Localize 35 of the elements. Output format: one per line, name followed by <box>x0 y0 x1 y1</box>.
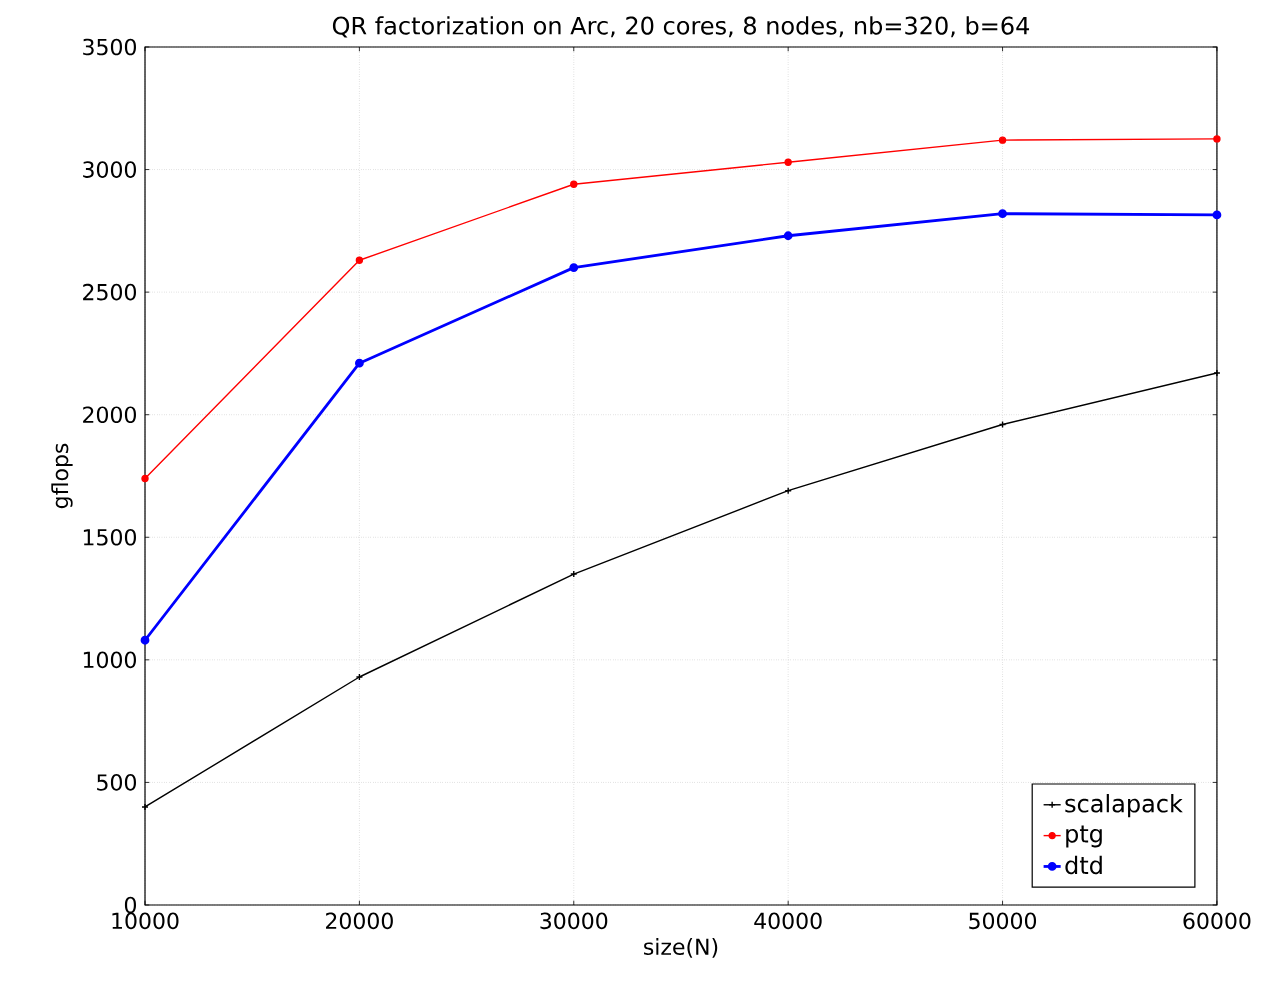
point <box>998 209 1007 219</box>
legend-label: scalapack <box>1065 794 1183 818</box>
x-axis-title: size(N) <box>644 938 718 958</box>
x-tick-label: 10000 <box>112 912 179 930</box>
point <box>783 231 793 241</box>
y-tick-label: 0 <box>124 896 137 914</box>
legend-label: dtd <box>1065 855 1102 875</box>
y-tick-label: 500 <box>97 774 136 791</box>
y-tick-label: 2000 <box>83 406 136 424</box>
y-tick-label: 3500 <box>83 38 136 56</box>
legend-label: ptg <box>1066 825 1102 848</box>
y-tick-label: 1500 <box>83 528 136 546</box>
point <box>570 570 578 578</box>
point <box>1213 135 1221 143</box>
y-tick-label: 1000 <box>83 651 136 669</box>
x-tick-label: 20000 <box>326 912 393 930</box>
point <box>355 673 364 681</box>
point <box>998 136 1007 144</box>
chart-title: QR factorization on Arc, 20 cores, 8 nodes, nb=320, b=64 <box>332 16 1030 38</box>
point <box>784 487 792 495</box>
point <box>569 263 579 273</box>
y-tick-label: 2500 <box>83 283 136 301</box>
point <box>570 180 578 188</box>
point <box>141 474 149 483</box>
point <box>784 158 792 166</box>
y-axis-title: gflops <box>51 443 73 509</box>
point <box>1212 210 1222 220</box>
x-tick-label: 30000 <box>540 912 608 930</box>
point <box>355 256 364 264</box>
point <box>354 358 364 368</box>
point <box>140 635 150 645</box>
x-tick-label: 50000 <box>969 912 1037 930</box>
x-tick-label: 40000 <box>754 912 822 930</box>
x-tick-label: 60000 <box>1183 912 1251 930</box>
y-tick-label: 3000 <box>83 161 136 178</box>
